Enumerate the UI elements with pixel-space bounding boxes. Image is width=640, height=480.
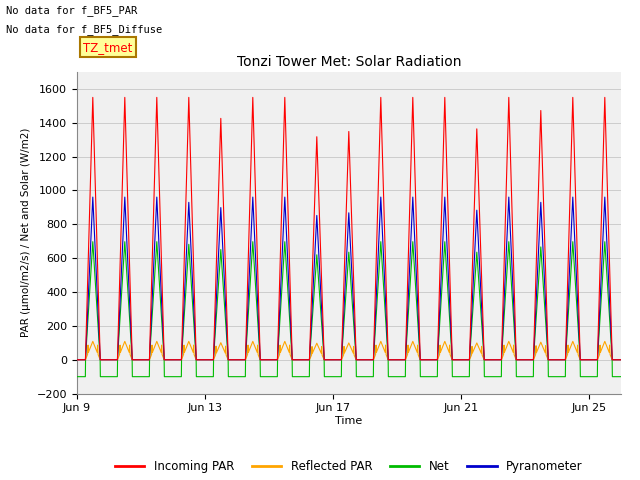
Text: No data for f_BF5_Diffuse: No data for f_BF5_Diffuse bbox=[6, 24, 163, 35]
Bar bbox=[205, 72, 269, 394]
Bar bbox=[589, 72, 621, 394]
Bar bbox=[333, 72, 397, 394]
Title: Tonzi Tower Met: Solar Radiation: Tonzi Tower Met: Solar Radiation bbox=[237, 56, 461, 70]
Text: No data for f_BF5_PAR: No data for f_BF5_PAR bbox=[6, 5, 138, 16]
Bar bbox=[77, 72, 141, 394]
Legend: Incoming PAR, Reflected PAR, Net, Pyranometer: Incoming PAR, Reflected PAR, Net, Pyrano… bbox=[110, 456, 588, 478]
Bar bbox=[525, 72, 589, 394]
Bar bbox=[461, 72, 525, 394]
Y-axis label: PAR (μmol/m2/s) / Net and Solar (W/m2): PAR (μmol/m2/s) / Net and Solar (W/m2) bbox=[21, 128, 31, 337]
Text: TZ_tmet: TZ_tmet bbox=[83, 41, 132, 54]
Bar bbox=[397, 72, 461, 394]
Bar bbox=[141, 72, 205, 394]
X-axis label: Time: Time bbox=[335, 416, 362, 426]
Bar bbox=[269, 72, 333, 394]
